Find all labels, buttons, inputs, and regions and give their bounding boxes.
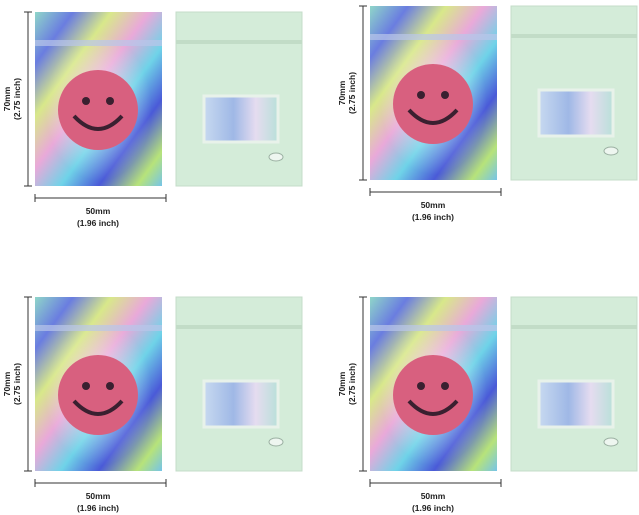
smiley-mouth [407, 399, 459, 416]
width-sub: (1.96 inch) [412, 503, 454, 513]
smiley-eye [441, 382, 449, 390]
height-label: 70mm [337, 80, 347, 105]
width-label: 50mm [421, 200, 446, 210]
smiley-face [58, 355, 138, 435]
smiley-eye [82, 97, 90, 105]
hang-hole [268, 437, 284, 447]
bag-window [537, 379, 615, 429]
hang-hole [603, 146, 619, 156]
width-sub: (1.96 inch) [77, 218, 119, 228]
width-label: 50mm [86, 206, 111, 216]
zip-seal [35, 325, 162, 331]
zip-seal [176, 40, 302, 44]
zip-seal [511, 325, 637, 329]
zip-seal [370, 325, 497, 331]
width-sub: (1.96 inch) [412, 212, 454, 222]
smiley-eye [441, 91, 449, 99]
bag-window [202, 94, 280, 144]
smiley-mouth [72, 399, 124, 416]
smiley-eye [106, 382, 114, 390]
smiley-mouth [407, 108, 459, 125]
height-label: 70mm [2, 371, 12, 396]
smiley-eye [417, 382, 425, 390]
hang-hole [603, 437, 619, 447]
product-panel: 70mm (2.75 inch) 50mm (1.96 inch) [2, 296, 303, 513]
width-label: 50mm [86, 491, 111, 501]
height-sub: (2.75 inch) [347, 72, 357, 114]
zip-seal [35, 40, 162, 46]
hang-hole [268, 152, 284, 162]
width-sub: (1.96 inch) [77, 503, 119, 513]
product-panel: 70mm (2.75 inch) 50mm (1.96 inch) [2, 11, 303, 228]
height-sub: (2.75 inch) [347, 363, 357, 405]
height-sub: (2.75 inch) [12, 363, 22, 405]
smiley-eye [417, 91, 425, 99]
height-label: 70mm [337, 371, 347, 396]
bag-window [537, 88, 615, 138]
smiley-mouth [72, 114, 124, 131]
product-panel: 70mm (2.75 inch) 50mm (1.96 inch) [337, 5, 638, 222]
width-label: 50mm [421, 491, 446, 501]
height-sub: (2.75 inch) [12, 78, 22, 120]
smiley-face [393, 355, 473, 435]
smiley-eye [106, 97, 114, 105]
smiley-face [58, 70, 138, 150]
smiley-face [393, 64, 473, 144]
bag-window [202, 379, 280, 429]
product-panel: 70mm (2.75 inch) 50mm (1.96 inch) [337, 296, 638, 513]
zip-seal [511, 34, 637, 38]
zip-seal [176, 325, 302, 329]
smiley-eye [82, 382, 90, 390]
height-label: 70mm [2, 86, 12, 111]
zip-seal [370, 34, 497, 40]
